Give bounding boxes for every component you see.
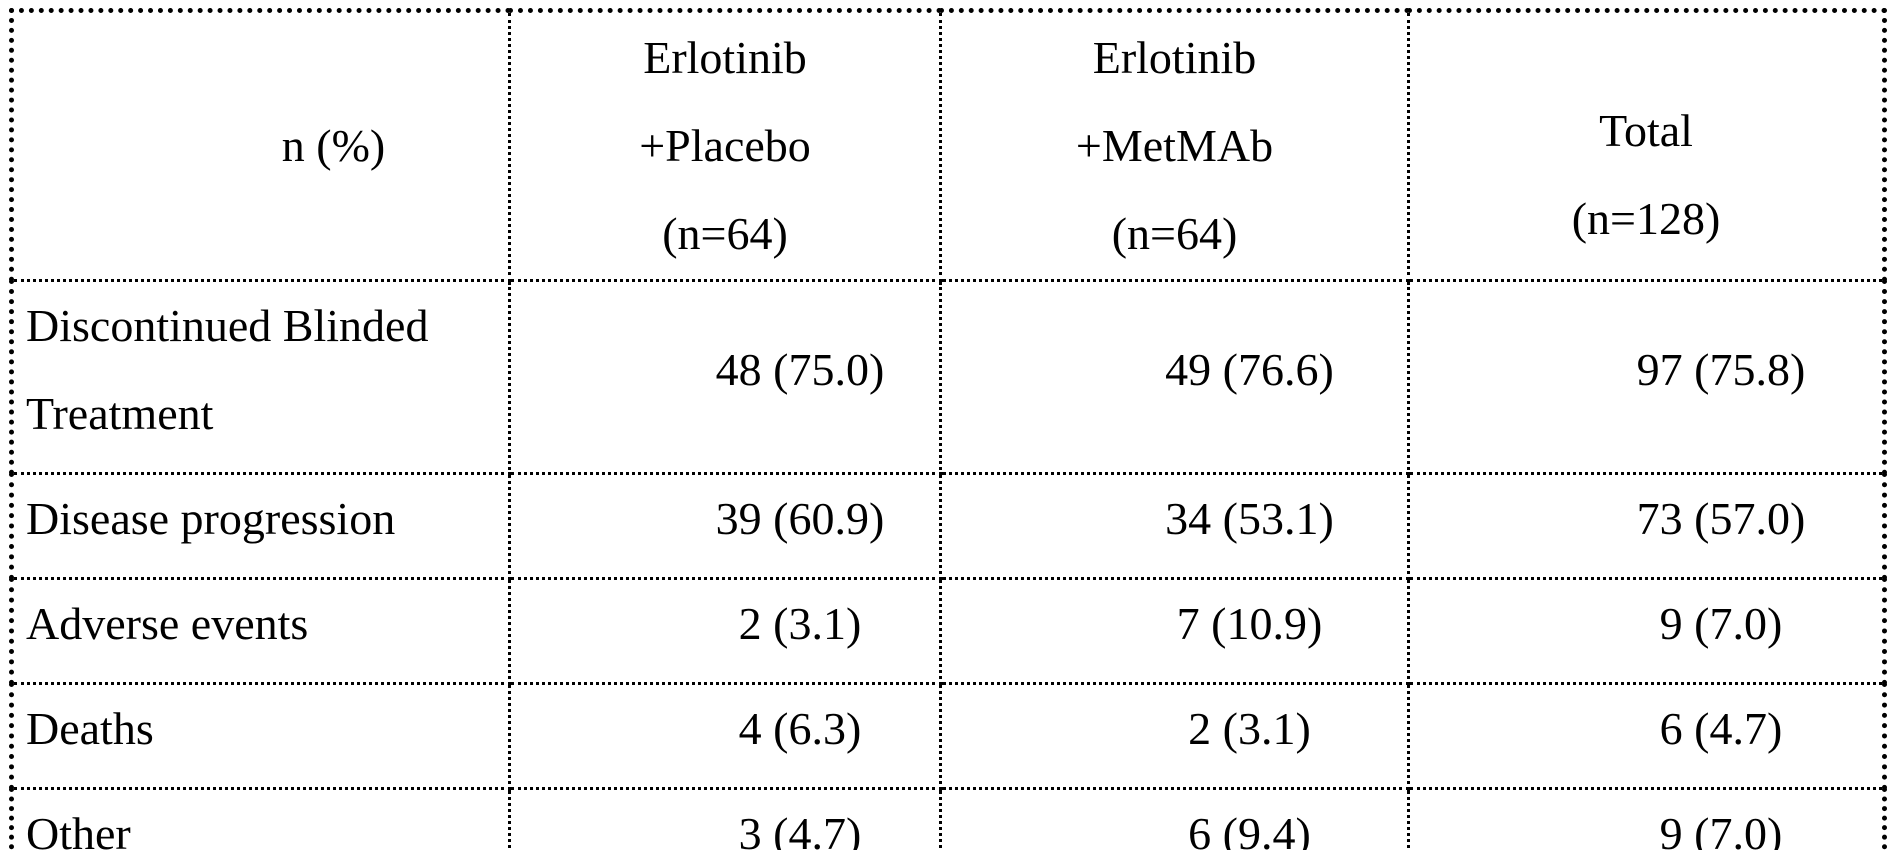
header-line: Erlotinib xyxy=(643,32,807,83)
header-line: +MetMAb xyxy=(1075,120,1274,171)
discontinuation-table: n (%) Erlotinib +Placebo (n=64) Erlotini… xyxy=(9,8,1887,850)
header-cell-total: Total (n=128) xyxy=(1407,9,1886,282)
table-row-adverse-events: Adverse events 2 (3.1) 7 (10.9) 9 (7.0) xyxy=(10,577,1886,685)
table-row-discontinued-blinded-treatment: Discontinued Blinded Treatment 48 (75.0)… xyxy=(10,279,1886,475)
header-line: n (%) xyxy=(281,120,386,171)
cell-value: 73 (57.0) xyxy=(1407,472,1886,580)
cell-value: 34 (53.1) xyxy=(939,472,1410,580)
table-row-other: Other 3 (4.7) 6 (9.4) 9 (7.0) xyxy=(10,787,1886,850)
header-cell-metric: n (%) xyxy=(10,9,511,282)
header-line: Total xyxy=(1599,105,1693,156)
table-row-disease-progression: Disease progression 39 (60.9) 34 (53.1) … xyxy=(10,472,1886,580)
header-cell-erlotinib-placebo: Erlotinib +Placebo (n=64) xyxy=(508,9,942,282)
cell-value: 48 (75.0) xyxy=(508,279,942,475)
cell-value: 2 (3.1) xyxy=(939,682,1410,790)
cell-value: 49 (76.6) xyxy=(939,279,1410,475)
header-line: (n=128) xyxy=(1571,193,1721,244)
row-label-line: Disease progression xyxy=(26,493,396,544)
cell-value: 6 (4.7) xyxy=(1407,682,1886,790)
row-label-line: Adverse events xyxy=(26,598,309,649)
cell-value: 9 (7.0) xyxy=(1407,787,1886,850)
header-line: Erlotinib xyxy=(1092,32,1257,83)
row-label-line: Treatment xyxy=(26,388,214,439)
row-label: Adverse events xyxy=(10,577,511,685)
table-row-deaths: Deaths 4 (6.3) 2 (3.1) 6 (4.7) xyxy=(10,682,1886,790)
row-label: Discontinued Blinded Treatment xyxy=(10,279,511,475)
row-label-line: Deaths xyxy=(26,703,154,754)
cell-value: 6 (9.4) xyxy=(939,787,1410,850)
header-row: n (%) Erlotinib +Placebo (n=64) Erlotini… xyxy=(10,9,1886,282)
header-line: +Placebo xyxy=(639,120,811,171)
cell-value: 4 (6.3) xyxy=(508,682,942,790)
cell-value: 2 (3.1) xyxy=(508,577,942,685)
row-label-line: Other xyxy=(26,808,131,850)
table-header: n (%) Erlotinib +Placebo (n=64) Erlotini… xyxy=(10,9,1886,282)
row-label: Deaths xyxy=(10,682,511,790)
header-line: (n=64) xyxy=(1111,208,1238,259)
cell-value: 39 (60.9) xyxy=(508,472,942,580)
header-cell-erlotinib-metmab: Erlotinib +MetMAb (n=64) xyxy=(939,9,1410,282)
row-label: Disease progression xyxy=(10,472,511,580)
cell-value: 9 (7.0) xyxy=(1407,577,1886,685)
table-body: Discontinued Blinded Treatment 48 (75.0)… xyxy=(10,279,1886,850)
row-label: Other xyxy=(10,787,511,850)
cell-value: 97 (75.8) xyxy=(1407,279,1886,475)
row-label-line: Discontinued Blinded xyxy=(26,300,429,351)
cell-value: 7 (10.9) xyxy=(939,577,1410,685)
cell-value: 3 (4.7) xyxy=(508,787,942,850)
header-line: (n=64) xyxy=(662,208,788,259)
